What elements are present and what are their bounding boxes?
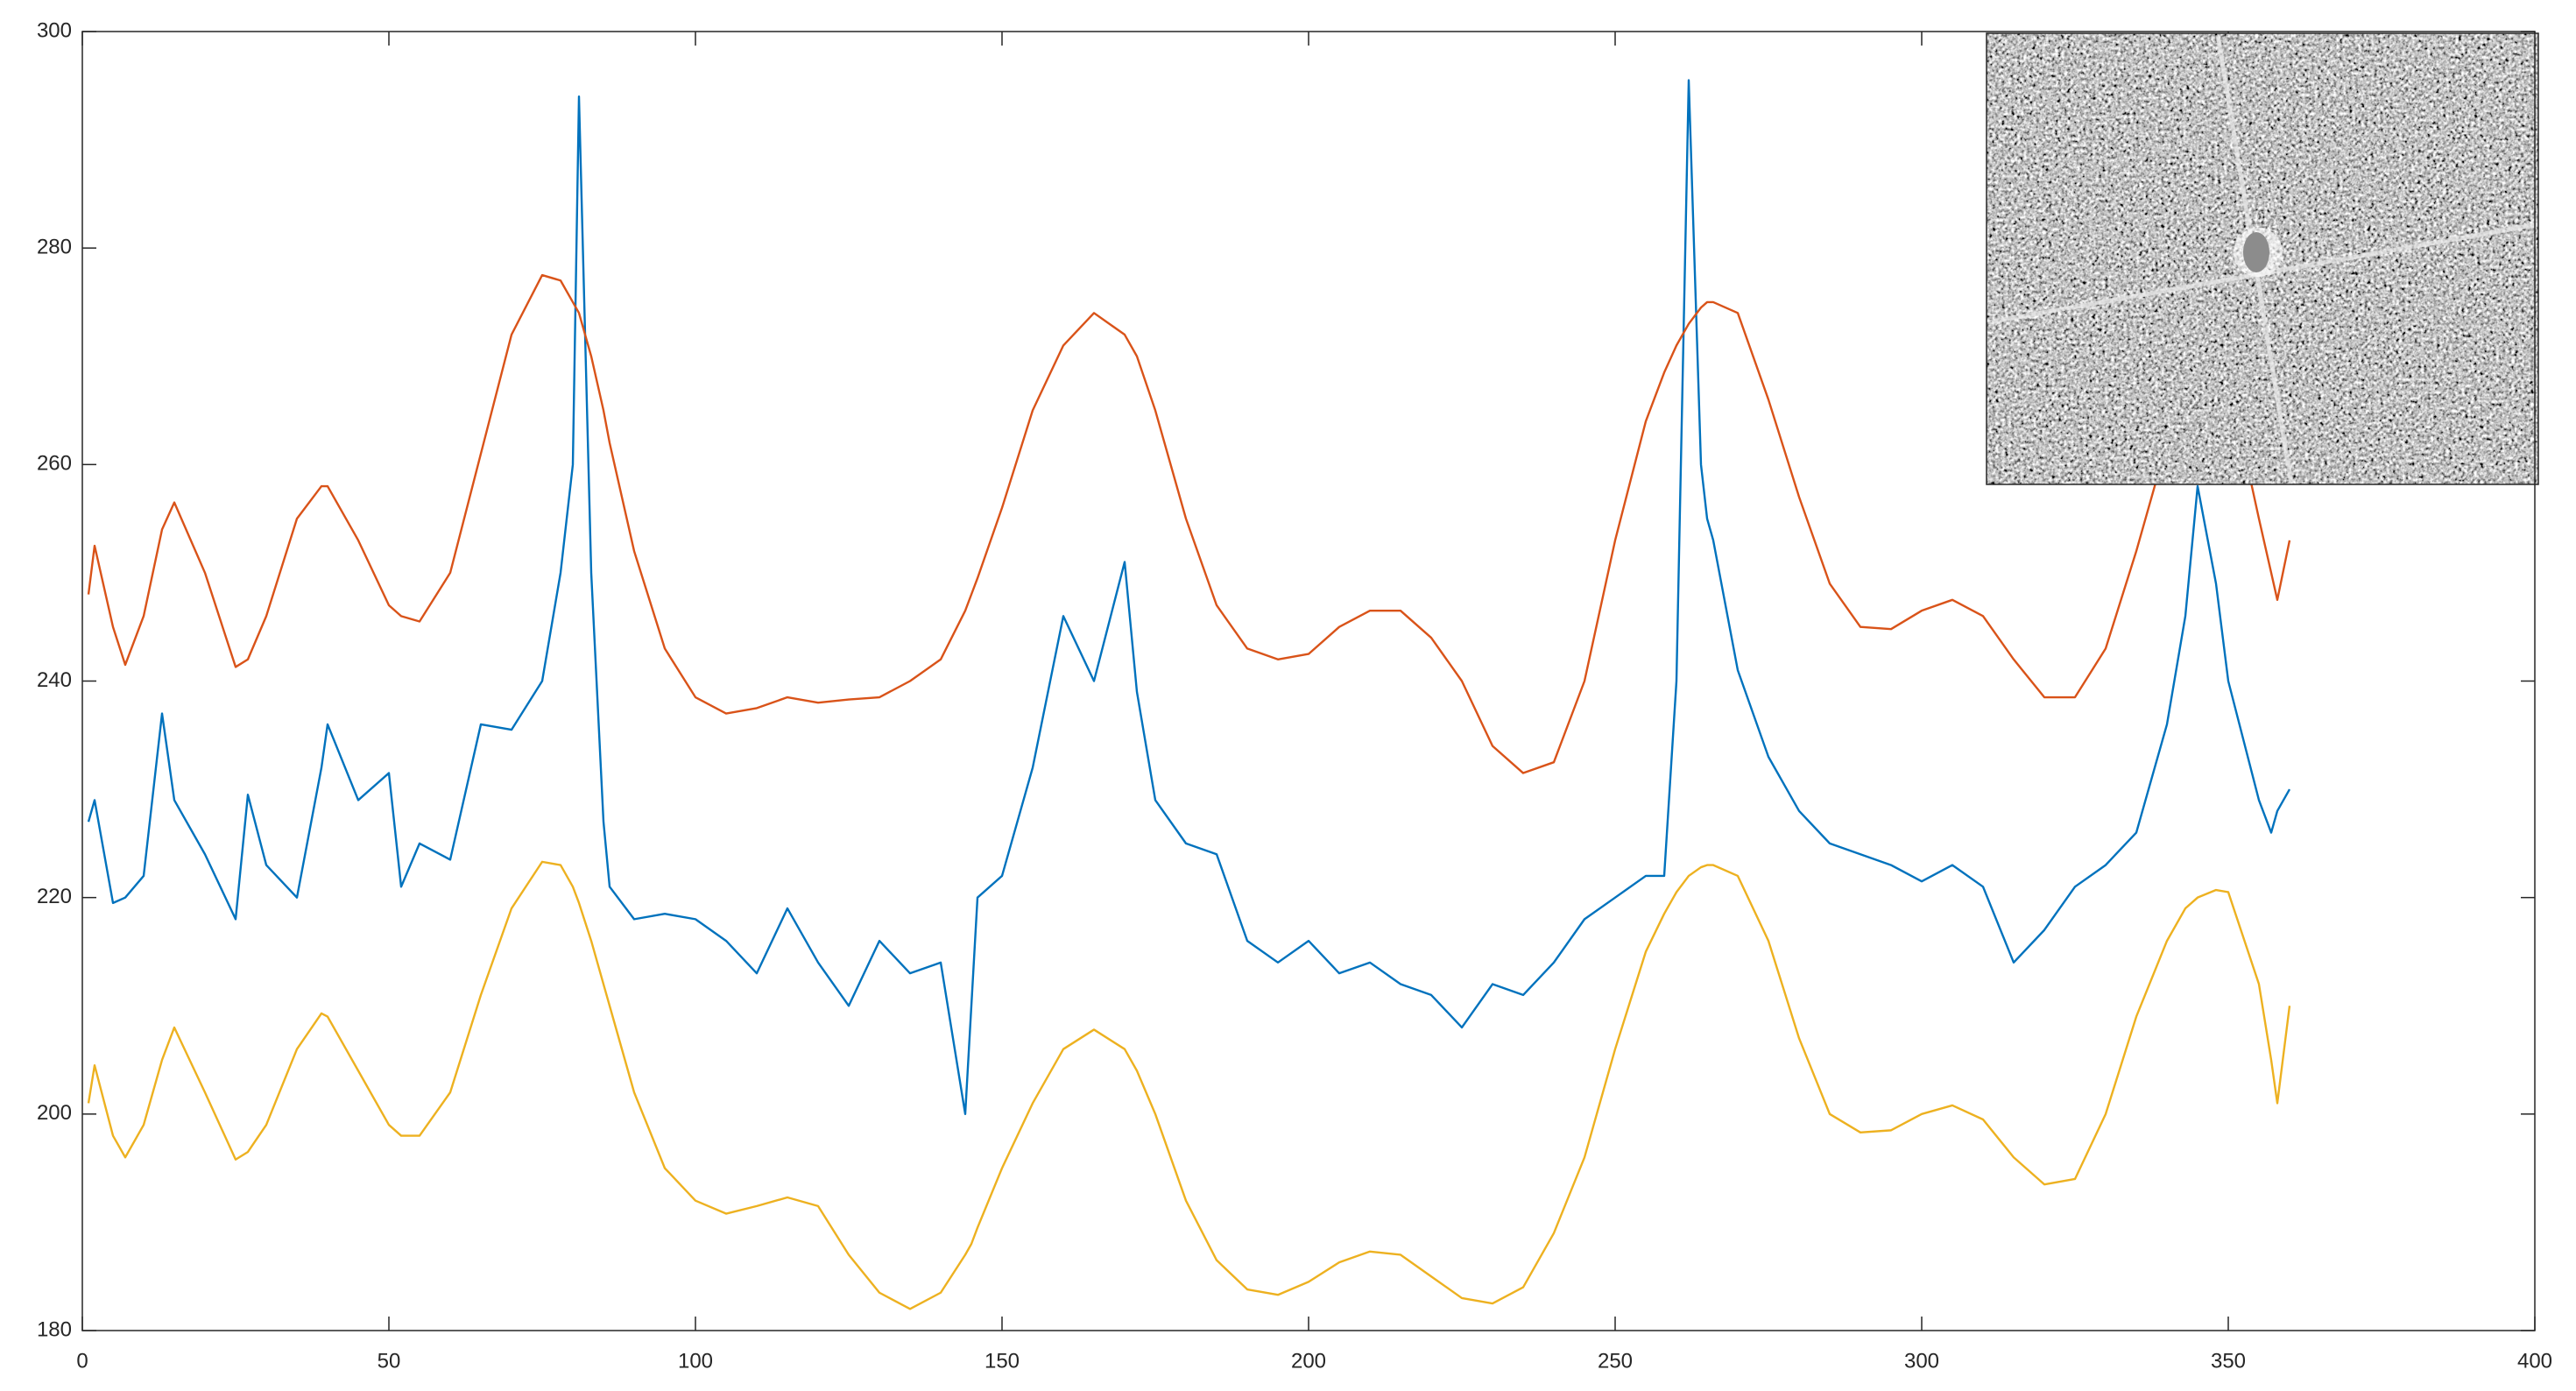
x-tick-label: 100 (678, 1349, 713, 1373)
y-tick-label: 200 (37, 1101, 72, 1125)
inset-spot (2243, 232, 2269, 272)
y-tick-label: 220 (37, 885, 72, 908)
inset-image (1986, 32, 2539, 485)
x-tick-label: 350 (2211, 1349, 2246, 1373)
x-tick-label: 250 (1598, 1349, 1633, 1373)
ticks: 0 50 100 150 200 250 300 350 400 180 200 220 240 260 2… (37, 18, 2552, 1373)
line-series (87, 273, 2291, 774)
inset-border (1986, 32, 2539, 485)
x-tick-label: 300 (1904, 1349, 1939, 1373)
x-tick-label: 200 (1291, 1349, 1326, 1373)
y-tick-label: 280 (37, 236, 72, 259)
line-series (87, 860, 2291, 1310)
axes-box (81, 31, 2536, 1331)
y-tick-label: 300 (37, 18, 72, 42)
x-tick-label: 50 (378, 1349, 401, 1373)
y-tick-label: 260 (37, 452, 72, 476)
y-tick-label: 180 (37, 1317, 72, 1341)
x-tick-label: 400 (2517, 1349, 2552, 1373)
series-group (87, 79, 2291, 1310)
x-tick-label: 150 (985, 1349, 1020, 1373)
line-series (87, 79, 2291, 1116)
y-tick-label: 240 (37, 668, 72, 692)
x-tick-label: 0 (76, 1349, 88, 1373)
